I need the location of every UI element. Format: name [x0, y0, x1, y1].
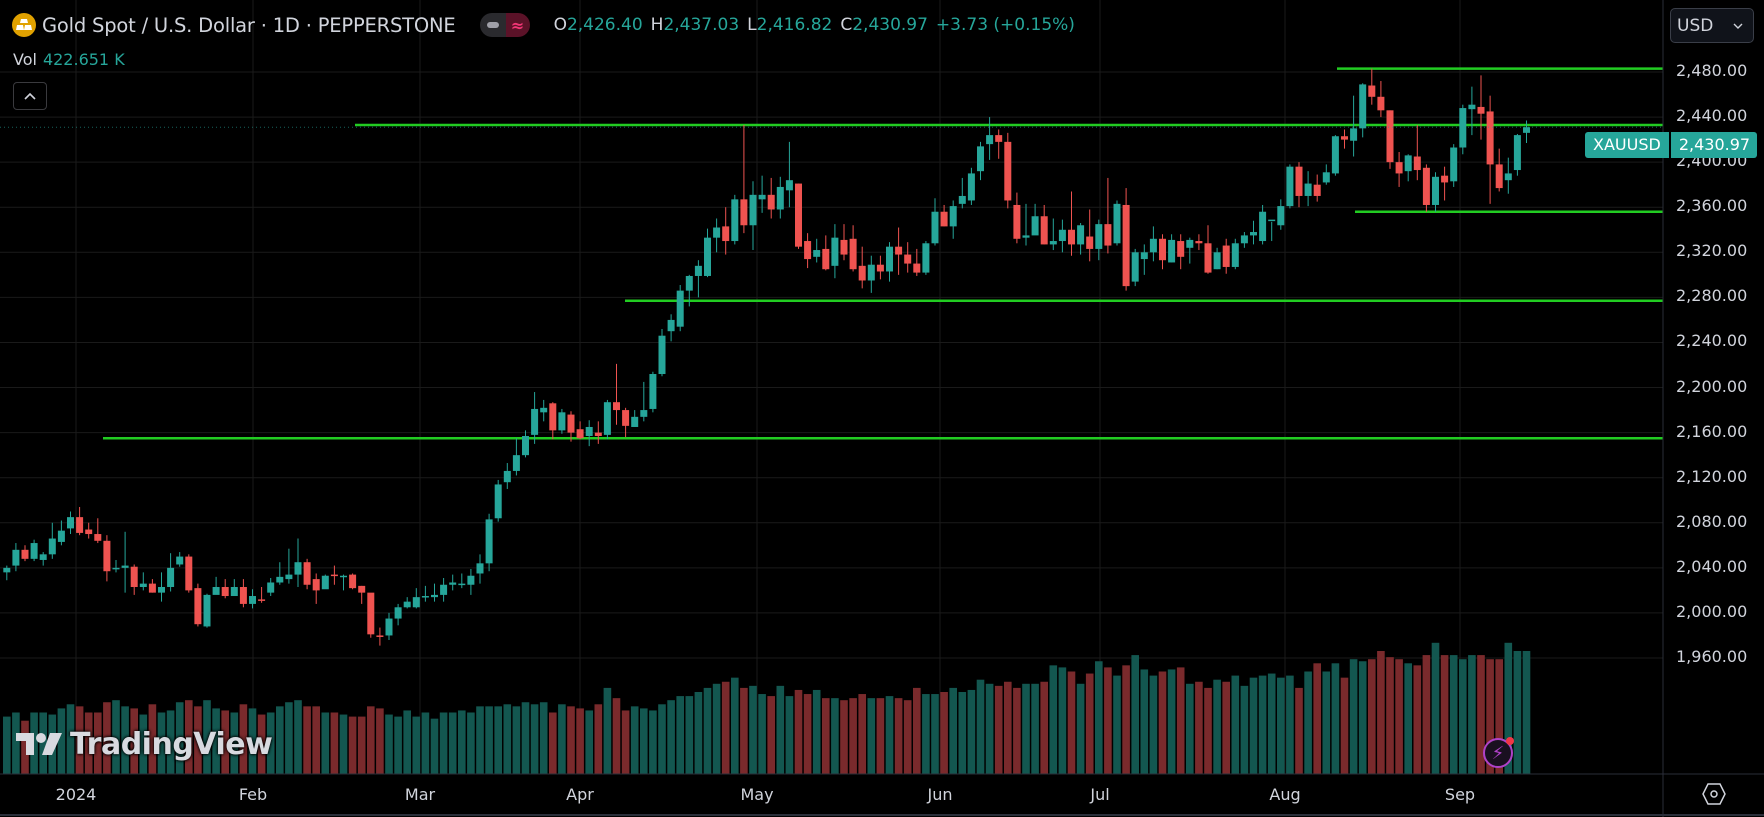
- notification-dot: [1506, 737, 1514, 745]
- chart-settings-button[interactable]: [1702, 783, 1726, 809]
- time-tick: Apr: [566, 785, 594, 804]
- lightning-button[interactable]: ⚡: [1483, 737, 1514, 768]
- low-value: 2,416.82: [756, 15, 833, 35]
- time-tick: Jun: [927, 785, 953, 804]
- currency-select[interactable]: USD: [1670, 8, 1754, 43]
- price-tick: 2,160.00: [1676, 421, 1748, 441]
- price-tick: 2,480.00: [1676, 61, 1748, 80]
- price-tick: 2,440.00: [1676, 106, 1748, 126]
- currency-value: USD: [1677, 15, 1714, 36]
- price-tick: 2,200.00: [1676, 376, 1748, 396]
- price-tick: 2,120.00: [1676, 466, 1748, 486]
- chevron-down-icon: [1733, 23, 1743, 29]
- price-tick: 2,280.00: [1676, 286, 1748, 306]
- time-tick: Jul: [1090, 785, 1110, 804]
- volume-value: 422.651 K: [42, 50, 125, 69]
- tradingview-logo-icon: [16, 732, 62, 755]
- hide-icon[interactable]: [479, 13, 506, 37]
- collapse-legend-button[interactable]: [13, 82, 47, 110]
- close-value: 2,430.97: [852, 15, 928, 35]
- time-tick: May: [740, 785, 774, 804]
- price-tag-symbol: XAUUSD: [1585, 132, 1669, 158]
- candlesticks: [0, 68, 1663, 646]
- volume-legend: Vol 422.651 K: [13, 50, 125, 69]
- settings-hexagon-icon: [1702, 783, 1726, 805]
- time-tick: Feb: [238, 785, 268, 804]
- watermark-text: TradingView: [70, 727, 273, 762]
- price-tick: 2,000.00: [1676, 601, 1748, 621]
- price-tick: 2,080.00: [1676, 511, 1748, 531]
- volume-label: Vol: [13, 50, 37, 69]
- high-value: 2,437.03: [663, 15, 740, 35]
- last-price-tag: XAUUSD 2,430.97: [1585, 132, 1757, 158]
- time-tick: Aug: [1269, 785, 1301, 804]
- time-tick: Sep: [1444, 785, 1476, 804]
- symbol-title[interactable]: Gold Spot / U.S. Dollar · 1D · PEPPERSTO…: [42, 13, 456, 37]
- price-tag-value: 2,430.97: [1670, 132, 1757, 158]
- ohlc-values: O2,426.40 H2,437.03 L2,416.82 C2,430.97 …: [553, 15, 1075, 35]
- tradingview-watermark[interactable]: TradingView: [16, 727, 273, 762]
- gold-bars-icon: [12, 13, 36, 37]
- lightning-icon: ⚡: [1491, 742, 1505, 764]
- horizontal-levels[interactable]: [103, 67, 1663, 440]
- price-tick: 1,960.00: [1676, 647, 1748, 666]
- chart-legend: Gold Spot / U.S. Dollar · 1D · PEPPERSTO…: [12, 10, 1075, 40]
- chevron-up-icon: [24, 92, 36, 100]
- wave-icon[interactable]: ≈: [505, 13, 530, 37]
- volume-bars: [3, 642, 1531, 774]
- price-tick: 2,240.00: [1676, 331, 1748, 351]
- time-tick: Mar: [404, 785, 436, 804]
- price-tick: 2,040.00: [1676, 556, 1748, 576]
- price-tick: 2,360.00: [1676, 196, 1748, 216]
- time-tick: 2024: [55, 785, 97, 804]
- price-tick: 2,320.00: [1676, 241, 1748, 261]
- indicator-toggle[interactable]: ≈: [479, 13, 530, 37]
- change-value: +3.73 (+0.15%): [935, 15, 1075, 35]
- open-value: 2,426.40: [566, 15, 643, 35]
- chart-grid: [0, 0, 1663, 774]
